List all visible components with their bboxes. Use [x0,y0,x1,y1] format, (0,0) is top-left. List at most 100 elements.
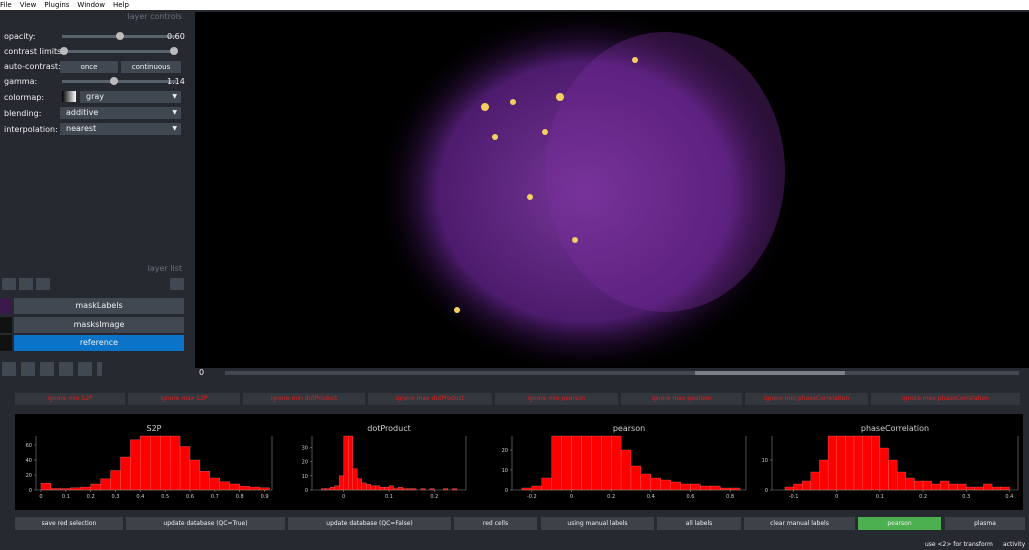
dropdown[interactable]: additive [60,107,181,119]
histogram-bar [802,480,811,491]
histogram-bar [700,485,711,491]
action-button[interactable]: update database (QC=False) [288,517,451,530]
histogram-bar [551,435,562,491]
layer-row[interactable]: maskLabels [14,298,184,314]
chart-title: dotProduct [367,424,410,433]
slider[interactable] [62,77,176,85]
histogram-bar [879,447,889,491]
y-tick-label: 30 [302,445,308,451]
layer-list-panel: layer list maskLabels masksImage referen… [0,262,186,380]
filter-button[interactable]: ignore max phaseCorrelation [871,393,1020,405]
menu-item[interactable]: View [19,1,37,9]
histogram-bar [581,435,592,491]
histogram-bar [810,471,820,491]
menu-bar: File View Plugins Window Help [0,0,1029,10]
histogram-bar [690,483,701,491]
histogram-bar [793,483,803,491]
histogram-bar [630,465,642,491]
histogram-bar [209,477,220,491]
action-button[interactable]: red cells [454,517,537,530]
action-button[interactable]: plasma [945,517,1025,530]
slider-handle[interactable] [60,47,68,55]
histogram-bar [531,485,542,491]
filter-button[interactable]: ignore max dotProduct [368,393,492,405]
viewer-buttons[interactable] [2,362,102,376]
menu-item[interactable]: File [0,1,12,9]
filter-button[interactable]: ignore max S2P [128,393,240,405]
x-tick-label: 0.2 [430,494,438,500]
status-activity[interactable]: activity [1003,541,1026,548]
menu-item[interactable]: Window [77,1,106,9]
filter-button[interactable]: ignore min S2P [15,393,125,405]
menu-item[interactable]: Plugins [44,1,70,9]
histogram-bar [352,468,358,491]
y-tick-label: 60 [26,443,32,449]
label: auto-contrast: [4,62,61,71]
filter-button[interactable]: ignore min dotProduct [243,393,365,405]
slider-handle[interactable] [695,371,845,375]
delete-button[interactable] [170,278,184,290]
tool-button[interactable] [2,278,16,290]
action-button[interactable]: using manual labels [541,517,654,530]
histogram-bar [357,478,362,491]
filter-button[interactable]: ignore min pearson [495,393,618,405]
menu-item[interactable]: Help [113,1,129,9]
layer-row[interactable]: masksImage [14,317,184,333]
slider-handle[interactable] [110,77,118,85]
y-tick-label: 0 [505,488,508,494]
y-tick-label: 10 [502,468,508,474]
histogram-bar [375,485,381,491]
y-tick-label: 10 [302,474,308,480]
x-tick-label: 0 [835,494,838,500]
y-tick-label: 40 [26,458,32,464]
chart-title: S2P [147,424,162,433]
label: colormap: [4,93,45,102]
tool-button[interactable] [19,278,33,290]
histogram-bar [140,435,151,491]
x-tick-label: 0.3 [962,494,970,500]
button[interactable]: continuous [121,61,181,73]
tool-button[interactable] [36,278,50,290]
histogram-bar [1000,486,1010,491]
y-tick-label: 0 [765,488,768,494]
slider[interactable] [62,32,176,40]
histogram-bar [905,477,915,491]
filter-button[interactable]: ignore min phaseCorrelation [745,393,868,405]
histogram-bar [784,486,794,491]
histogram-bar [611,435,622,491]
action-button[interactable]: pearson [858,517,941,530]
button[interactable]: once [60,61,118,73]
histogram-bar [366,484,372,491]
label: interpolation: [4,125,58,134]
histogram-bar [229,483,240,491]
y-tick-label: 0 [29,488,32,494]
dropdown[interactable]: nearest [60,123,181,135]
histogram-bar [40,483,52,491]
x-tick-label: 0.7 [211,494,219,500]
filter-button[interactable]: ignore max pearson [621,393,742,405]
action-button[interactable]: clear manual labels [744,517,855,530]
chart-title: pearson [613,424,645,433]
layer-row-selected[interactable]: reference [14,335,184,351]
dropdown[interactable]: gray [80,91,181,103]
histogram-bar [862,435,872,491]
range-slider[interactable] [60,47,178,55]
action-button[interactable]: update database (QC=True) [126,517,285,530]
slider-handle[interactable] [170,47,178,55]
action-button[interactable]: save red selection [15,517,123,530]
action-button[interactable]: all labels [657,517,741,530]
x-tick-label: 0.4 [1005,494,1013,500]
slider-track[interactable] [225,371,1019,375]
value: 1.14 [167,77,185,86]
histogram-bar [983,483,993,491]
histogram-bar [845,435,855,491]
histogram-bar [361,482,367,491]
x-tick-label: 0 [39,494,42,500]
y-tick-label: 20 [502,448,508,454]
slider-handle[interactable] [116,32,124,40]
histogram-bar [90,483,101,491]
dims-slider[interactable]: 0 [195,368,1029,378]
thumbnail [0,317,12,333]
thumbnail [0,335,12,351]
